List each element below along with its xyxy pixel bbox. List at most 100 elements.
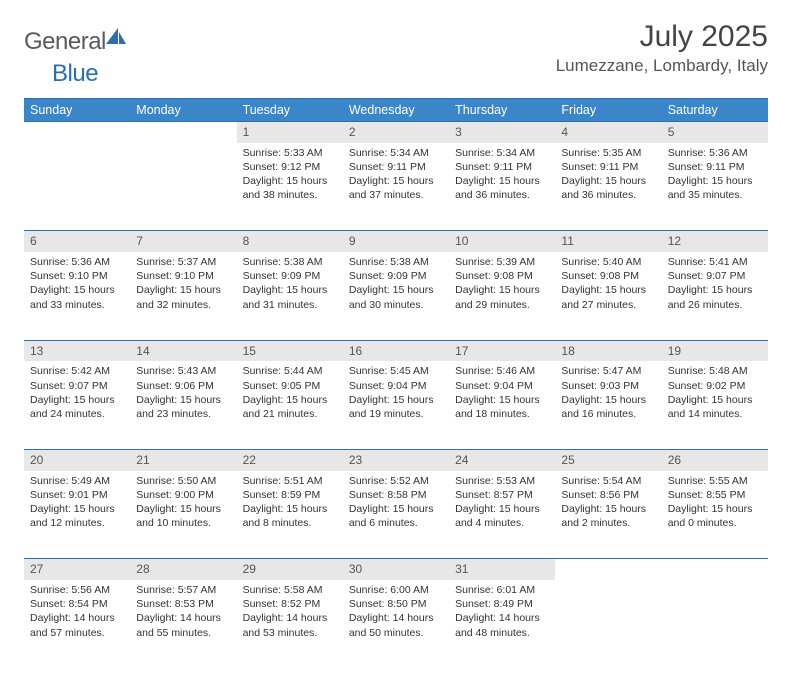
day-line-day1: Daylight: 15 hours [561, 393, 655, 407]
day-number-cell [24, 122, 130, 143]
calendar-table: SundayMondayTuesdayWednesdayThursdayFrid… [24, 98, 768, 668]
day-line-day2: and 33 minutes. [30, 298, 124, 312]
day-number-cell: 22 [237, 449, 343, 470]
day-number: 27 [24, 559, 130, 580]
day-cell: Sunrise: 5:57 AMSunset: 8:53 PMDaylight:… [130, 580, 236, 668]
day-details: Sunrise: 5:54 AMSunset: 8:56 PMDaylight:… [555, 471, 661, 537]
day-number: 1 [237, 122, 343, 143]
day-number: 31 [449, 559, 555, 580]
day-cell: Sunrise: 5:58 AMSunset: 8:52 PMDaylight:… [237, 580, 343, 668]
day-line-sunset: Sunset: 9:05 PM [243, 379, 337, 393]
day-number-cell: 26 [662, 449, 768, 470]
day-cell: Sunrise: 5:38 AMSunset: 9:09 PMDaylight:… [343, 252, 449, 340]
day-line-day1: Daylight: 15 hours [30, 283, 124, 297]
day-line-sunset: Sunset: 8:57 PM [455, 488, 549, 502]
logo-text-2: Blue [52, 60, 98, 87]
day-cell: Sunrise: 5:42 AMSunset: 9:07 PMDaylight:… [24, 361, 130, 449]
day-cell: Sunrise: 5:54 AMSunset: 8:56 PMDaylight:… [555, 471, 661, 559]
day-number: 3 [449, 122, 555, 143]
day-cell: Sunrise: 5:34 AMSunset: 9:11 PMDaylight:… [343, 143, 449, 231]
day-line-day2: and 30 minutes. [349, 298, 443, 312]
day-cell: Sunrise: 5:35 AMSunset: 9:11 PMDaylight:… [555, 143, 661, 231]
day-line-day1: Daylight: 14 hours [136, 611, 230, 625]
day-line-day1: Daylight: 15 hours [561, 502, 655, 516]
day-cell: Sunrise: 5:43 AMSunset: 9:06 PMDaylight:… [130, 361, 236, 449]
calendar-head: SundayMondayTuesdayWednesdayThursdayFrid… [24, 99, 768, 122]
day-line-sunrise: Sunrise: 5:46 AM [455, 364, 549, 378]
day-number: 19 [662, 341, 768, 362]
day-line-sunset: Sunset: 9:08 PM [455, 269, 549, 283]
day-line-day1: Daylight: 15 hours [668, 283, 762, 297]
day-line-sunrise: Sunrise: 5:42 AM [30, 364, 124, 378]
day-number: 6 [24, 231, 130, 252]
day-line-day1: Daylight: 15 hours [243, 283, 337, 297]
day-number [130, 122, 236, 143]
day-line-day1: Daylight: 15 hours [349, 502, 443, 516]
day-line-sunrise: Sunrise: 5:44 AM [243, 364, 337, 378]
day-line-sunset: Sunset: 9:11 PM [668, 160, 762, 174]
day-line-day2: and 23 minutes. [136, 407, 230, 421]
day-line-day1: Daylight: 15 hours [561, 283, 655, 297]
day-details: Sunrise: 5:45 AMSunset: 9:04 PMDaylight:… [343, 361, 449, 427]
day-line-day2: and 0 minutes. [668, 516, 762, 530]
day-number-cell: 8 [237, 231, 343, 252]
day-number: 12 [662, 231, 768, 252]
day-number: 11 [555, 231, 661, 252]
weekday-header: Thursday [449, 99, 555, 122]
day-details: Sunrise: 5:40 AMSunset: 9:08 PMDaylight:… [555, 252, 661, 318]
day-line-day2: and 24 minutes. [30, 407, 124, 421]
day-details: Sunrise: 5:42 AMSunset: 9:07 PMDaylight:… [24, 361, 130, 427]
day-number: 18 [555, 341, 661, 362]
day-line-day2: and 18 minutes. [455, 407, 549, 421]
day-number-cell: 27 [24, 559, 130, 580]
weekday-header: Friday [555, 99, 661, 122]
day-cell: Sunrise: 5:50 AMSunset: 9:00 PMDaylight:… [130, 471, 236, 559]
day-line-sunrise: Sunrise: 5:53 AM [455, 474, 549, 488]
logo-sail-icon [106, 28, 128, 46]
day-number: 29 [237, 559, 343, 580]
day-details: Sunrise: 5:47 AMSunset: 9:03 PMDaylight:… [555, 361, 661, 427]
day-cell: Sunrise: 6:00 AMSunset: 8:50 PMDaylight:… [343, 580, 449, 668]
day-line-sunset: Sunset: 9:09 PM [349, 269, 443, 283]
day-line-day1: Daylight: 15 hours [243, 393, 337, 407]
day-line-sunset: Sunset: 9:10 PM [30, 269, 124, 283]
day-line-sunset: Sunset: 9:04 PM [455, 379, 549, 393]
day-line-sunrise: Sunrise: 5:49 AM [30, 474, 124, 488]
day-line-day1: Daylight: 15 hours [243, 174, 337, 188]
day-number-cell: 6 [24, 231, 130, 252]
day-line-sunrise: Sunrise: 5:55 AM [668, 474, 762, 488]
day-line-day2: and 8 minutes. [243, 516, 337, 530]
day-line-sunset: Sunset: 9:11 PM [561, 160, 655, 174]
day-details: Sunrise: 5:51 AMSunset: 8:59 PMDaylight:… [237, 471, 343, 537]
day-line-sunrise: Sunrise: 5:58 AM [243, 583, 337, 597]
day-line-day2: and 19 minutes. [349, 407, 443, 421]
day-line-day2: and 50 minutes. [349, 626, 443, 640]
day-cell [555, 580, 661, 668]
day-number [24, 122, 130, 143]
day-cell: Sunrise: 5:56 AMSunset: 8:54 PMDaylight:… [24, 580, 130, 668]
day-line-day1: Daylight: 14 hours [455, 611, 549, 625]
day-line-day2: and 38 minutes. [243, 188, 337, 202]
day-cell: Sunrise: 5:38 AMSunset: 9:09 PMDaylight:… [237, 252, 343, 340]
day-line-sunset: Sunset: 9:08 PM [561, 269, 655, 283]
day-cell: Sunrise: 5:37 AMSunset: 9:10 PMDaylight:… [130, 252, 236, 340]
day-line-sunset: Sunset: 9:04 PM [349, 379, 443, 393]
day-line-sunset: Sunset: 9:00 PM [136, 488, 230, 502]
day-line-sunset: Sunset: 9:09 PM [243, 269, 337, 283]
day-line-day1: Daylight: 14 hours [349, 611, 443, 625]
day-number-cell: 3 [449, 122, 555, 143]
day-details: Sunrise: 5:55 AMSunset: 8:55 PMDaylight:… [662, 471, 768, 537]
day-line-sunrise: Sunrise: 5:34 AM [455, 146, 549, 160]
day-line-day1: Daylight: 15 hours [30, 393, 124, 407]
day-line-sunrise: Sunrise: 5:35 AM [561, 146, 655, 160]
day-line-sunrise: Sunrise: 5:37 AM [136, 255, 230, 269]
day-details: Sunrise: 5:46 AMSunset: 9:04 PMDaylight:… [449, 361, 555, 427]
day-details: Sunrise: 5:49 AMSunset: 9:01 PMDaylight:… [24, 471, 130, 537]
day-line-day1: Daylight: 15 hours [455, 283, 549, 297]
day-line-day2: and 21 minutes. [243, 407, 337, 421]
day-line-sunrise: Sunrise: 5:56 AM [30, 583, 124, 597]
day-cell: Sunrise: 5:41 AMSunset: 9:07 PMDaylight:… [662, 252, 768, 340]
day-cell: Sunrise: 5:47 AMSunset: 9:03 PMDaylight:… [555, 361, 661, 449]
day-line-sunrise: Sunrise: 5:36 AM [30, 255, 124, 269]
day-line-sunrise: Sunrise: 5:47 AM [561, 364, 655, 378]
